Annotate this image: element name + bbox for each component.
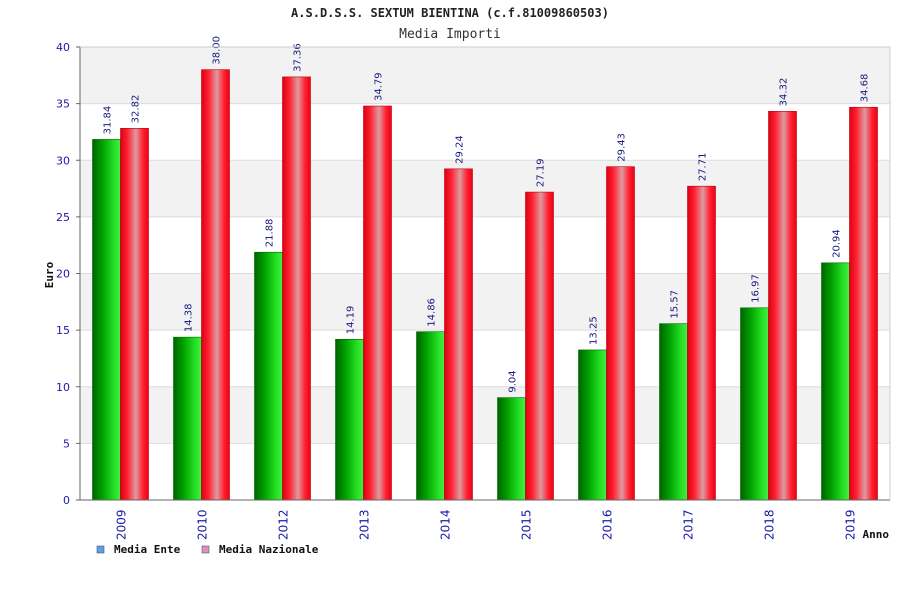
bar-media-ente-2013 [335, 338, 364, 501]
bar-media-ente-2017 [659, 323, 688, 501]
x-tick-label: 2018 [763, 509, 777, 540]
data-label: 16.97 [751, 274, 762, 303]
axes [79, 46, 891, 501]
data-label: 31.84 [103, 106, 114, 135]
bar-media-ente-2014 [416, 331, 445, 501]
bar-media-ente-2015 [497, 397, 526, 501]
x-tick-label: 2015 [520, 509, 534, 540]
bar-media-nazionale-2018 [768, 111, 797, 501]
data-label: 13.25 [589, 316, 600, 345]
data-label: 14.86 [427, 298, 438, 327]
data-label: 27.19 [536, 158, 547, 187]
legend-swatch-media-nazionale [201, 545, 210, 554]
x-tick-label: 2010 [196, 509, 210, 540]
chart-subtitle: Media Importi [399, 27, 501, 42]
y-tick-label: 20 [56, 268, 70, 281]
bar-media-nazionale-2015 [525, 191, 554, 501]
y-tick-label: 30 [56, 154, 70, 167]
data-label: 38.00 [212, 36, 223, 65]
bar-media-nazionale-2009 [120, 128, 149, 501]
data-label: 27.71 [698, 153, 709, 182]
y-tick-label: 35 [56, 98, 70, 111]
x-tick-label: 2014 [439, 509, 453, 540]
data-label: 20.94 [832, 229, 843, 258]
x-tick-label: 2012 [277, 509, 291, 540]
y-axis-label: Euro [43, 261, 56, 288]
x-tick-label: 2017 [682, 509, 696, 540]
bar-media-ente-2012 [254, 251, 283, 501]
bars [92, 69, 878, 501]
x-tick-label: 2013 [358, 509, 372, 540]
data-label: 15.57 [670, 290, 681, 319]
data-label: 9.04 [508, 370, 519, 392]
y-tick-label: 10 [56, 381, 70, 394]
y-tick-labels: 0 5 10 15 20 25 30 35 40 [56, 41, 80, 507]
bar-media-nazionale-2012 [282, 76, 311, 501]
chart-title: A.S.D.S.S. SEXTUM BIENTINA (c.f.81009860… [291, 6, 609, 20]
bar-media-nazionale-2013 [363, 105, 392, 501]
data-label: 29.24 [455, 135, 466, 164]
data-label: 14.38 [184, 304, 195, 333]
bar-media-nazionale-2016 [606, 166, 635, 501]
data-labels: 31.84 32.82 14.38 38.00 21.88 37.36 14.19 34.79… [103, 36, 871, 393]
y-tick-label: 5 [63, 437, 70, 450]
data-label: 32.82 [131, 95, 142, 124]
data-label: 34.68 [860, 74, 871, 103]
data-label: 14.19 [346, 306, 357, 335]
legend: Media Ente Media Nazionale [96, 543, 319, 556]
data-label: 34.79 [374, 72, 385, 101]
bar-media-nazionale-2017 [687, 185, 716, 501]
bar-media-ente-2009 [92, 139, 121, 501]
bar-media-nazionale-2010 [201, 69, 230, 501]
bar-media-nazionale-2014 [444, 168, 473, 501]
bar-media-ente-2018 [740, 307, 769, 501]
data-label: 29.43 [617, 133, 628, 162]
data-label: 21.88 [265, 219, 276, 248]
x-tick-labels: 2009 2010 2012 2013 2014 2015 2016 2017 2018 2019 [115, 509, 858, 540]
bar-media-ente-2016 [578, 349, 607, 501]
bar-media-nazionale-2019 [849, 106, 878, 501]
data-label: 34.32 [779, 78, 790, 107]
bar-media-ente-2010 [173, 336, 202, 501]
x-axis-label: Anno [863, 528, 890, 541]
x-tick-label: 2016 [601, 509, 615, 540]
data-label: 37.36 [293, 43, 304, 72]
y-tick-label: 40 [56, 41, 70, 54]
legend-label-media-nazionale: Media Nazionale [219, 543, 319, 556]
legend-swatch-media-ente [96, 545, 105, 554]
y-tick-label: 25 [56, 211, 70, 224]
legend-label-media-ente: Media Ente [114, 543, 181, 556]
x-tick-label: 2009 [115, 509, 129, 540]
y-tick-label: 15 [56, 324, 70, 337]
y-tick-label: 0 [63, 494, 70, 507]
bar-media-ente-2019 [821, 262, 850, 501]
x-tick-label: 2019 [844, 509, 858, 540]
